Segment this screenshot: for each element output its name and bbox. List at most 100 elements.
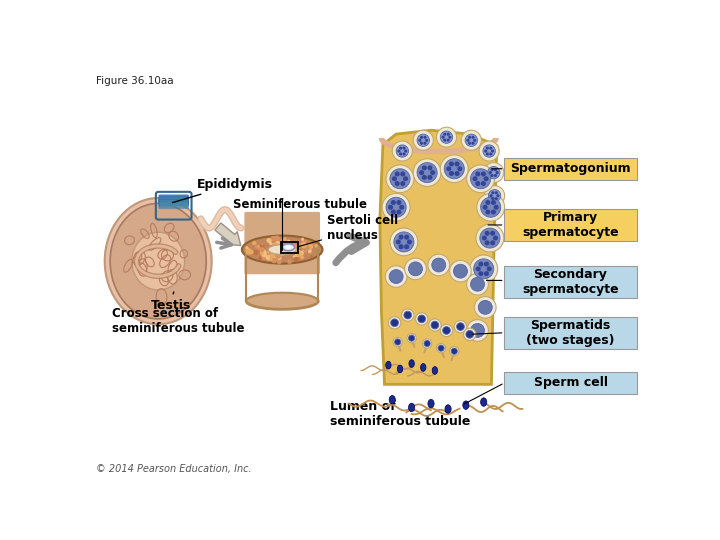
- Circle shape: [282, 247, 287, 252]
- Circle shape: [494, 174, 497, 177]
- Ellipse shape: [389, 395, 395, 404]
- Circle shape: [422, 165, 427, 170]
- Circle shape: [467, 139, 469, 142]
- Circle shape: [484, 163, 504, 183]
- Circle shape: [489, 171, 492, 174]
- Ellipse shape: [285, 245, 292, 249]
- Circle shape: [424, 340, 431, 347]
- Circle shape: [291, 251, 293, 253]
- Circle shape: [246, 246, 248, 249]
- FancyArrowPatch shape: [336, 236, 366, 263]
- Circle shape: [388, 316, 401, 329]
- Circle shape: [420, 136, 423, 139]
- Circle shape: [482, 235, 487, 240]
- Circle shape: [304, 240, 307, 242]
- Circle shape: [292, 247, 297, 252]
- Circle shape: [407, 239, 412, 245]
- Circle shape: [294, 257, 299, 261]
- FancyBboxPatch shape: [159, 195, 189, 202]
- Circle shape: [277, 255, 282, 260]
- Circle shape: [494, 205, 499, 210]
- Circle shape: [471, 323, 485, 338]
- Circle shape: [308, 249, 312, 253]
- Circle shape: [478, 261, 483, 267]
- Circle shape: [287, 259, 292, 264]
- Circle shape: [292, 247, 295, 251]
- Circle shape: [441, 155, 468, 183]
- Circle shape: [252, 241, 256, 245]
- Circle shape: [490, 231, 495, 236]
- Circle shape: [423, 339, 432, 348]
- Circle shape: [438, 345, 444, 351]
- Circle shape: [301, 238, 305, 241]
- Circle shape: [399, 244, 404, 249]
- Text: Lumen of
seminiferous tubule: Lumen of seminiferous tubule: [330, 400, 471, 428]
- Circle shape: [391, 210, 396, 214]
- Text: Epididymis: Epididymis: [173, 178, 273, 202]
- Circle shape: [400, 181, 405, 186]
- Circle shape: [488, 190, 500, 202]
- Circle shape: [495, 197, 498, 200]
- Ellipse shape: [463, 401, 469, 409]
- Circle shape: [399, 152, 402, 156]
- Circle shape: [444, 139, 446, 141]
- Circle shape: [449, 161, 454, 166]
- Circle shape: [271, 255, 276, 260]
- Circle shape: [420, 141, 423, 145]
- Circle shape: [275, 253, 281, 259]
- Circle shape: [476, 266, 481, 272]
- Circle shape: [293, 246, 296, 250]
- Ellipse shape: [132, 232, 184, 290]
- FancyBboxPatch shape: [504, 158, 637, 179]
- Circle shape: [396, 145, 408, 157]
- Circle shape: [282, 246, 286, 249]
- Circle shape: [413, 130, 433, 150]
- Text: Figure 36.10aa: Figure 36.10aa: [96, 76, 174, 85]
- Circle shape: [284, 249, 290, 254]
- Circle shape: [274, 246, 280, 252]
- Circle shape: [261, 250, 266, 255]
- Circle shape: [404, 311, 412, 319]
- Circle shape: [251, 252, 253, 255]
- Text: Primary
spermatocyte: Primary spermatocyte: [522, 211, 618, 239]
- Text: Seminiferous tubule: Seminiferous tubule: [233, 198, 367, 211]
- Circle shape: [292, 248, 297, 253]
- Circle shape: [292, 246, 294, 249]
- Circle shape: [273, 249, 278, 254]
- Circle shape: [290, 242, 293, 245]
- Circle shape: [292, 244, 299, 249]
- Circle shape: [290, 251, 294, 254]
- Circle shape: [484, 176, 489, 181]
- Circle shape: [404, 244, 409, 249]
- Circle shape: [490, 168, 494, 171]
- Circle shape: [280, 248, 284, 252]
- FancyBboxPatch shape: [159, 197, 189, 204]
- Circle shape: [402, 152, 405, 156]
- Circle shape: [280, 247, 285, 252]
- Circle shape: [441, 325, 453, 336]
- Circle shape: [260, 247, 264, 252]
- Circle shape: [276, 252, 279, 254]
- Circle shape: [276, 259, 282, 264]
- Circle shape: [266, 238, 271, 243]
- Circle shape: [491, 191, 495, 194]
- Circle shape: [254, 250, 258, 254]
- Circle shape: [283, 238, 287, 241]
- Circle shape: [275, 248, 281, 254]
- Circle shape: [298, 251, 304, 257]
- Circle shape: [279, 248, 284, 252]
- Circle shape: [284, 243, 287, 246]
- FancyBboxPatch shape: [504, 266, 637, 298]
- Circle shape: [402, 309, 414, 321]
- Circle shape: [274, 248, 277, 252]
- Text: © 2014 Pearson Education, Inc.: © 2014 Pearson Education, Inc.: [96, 464, 252, 475]
- Circle shape: [431, 321, 438, 329]
- Circle shape: [484, 150, 487, 153]
- Circle shape: [248, 249, 251, 253]
- Circle shape: [481, 197, 500, 217]
- Circle shape: [282, 248, 287, 253]
- Circle shape: [494, 168, 497, 171]
- Circle shape: [399, 205, 404, 210]
- Circle shape: [272, 242, 278, 248]
- Circle shape: [279, 239, 284, 243]
